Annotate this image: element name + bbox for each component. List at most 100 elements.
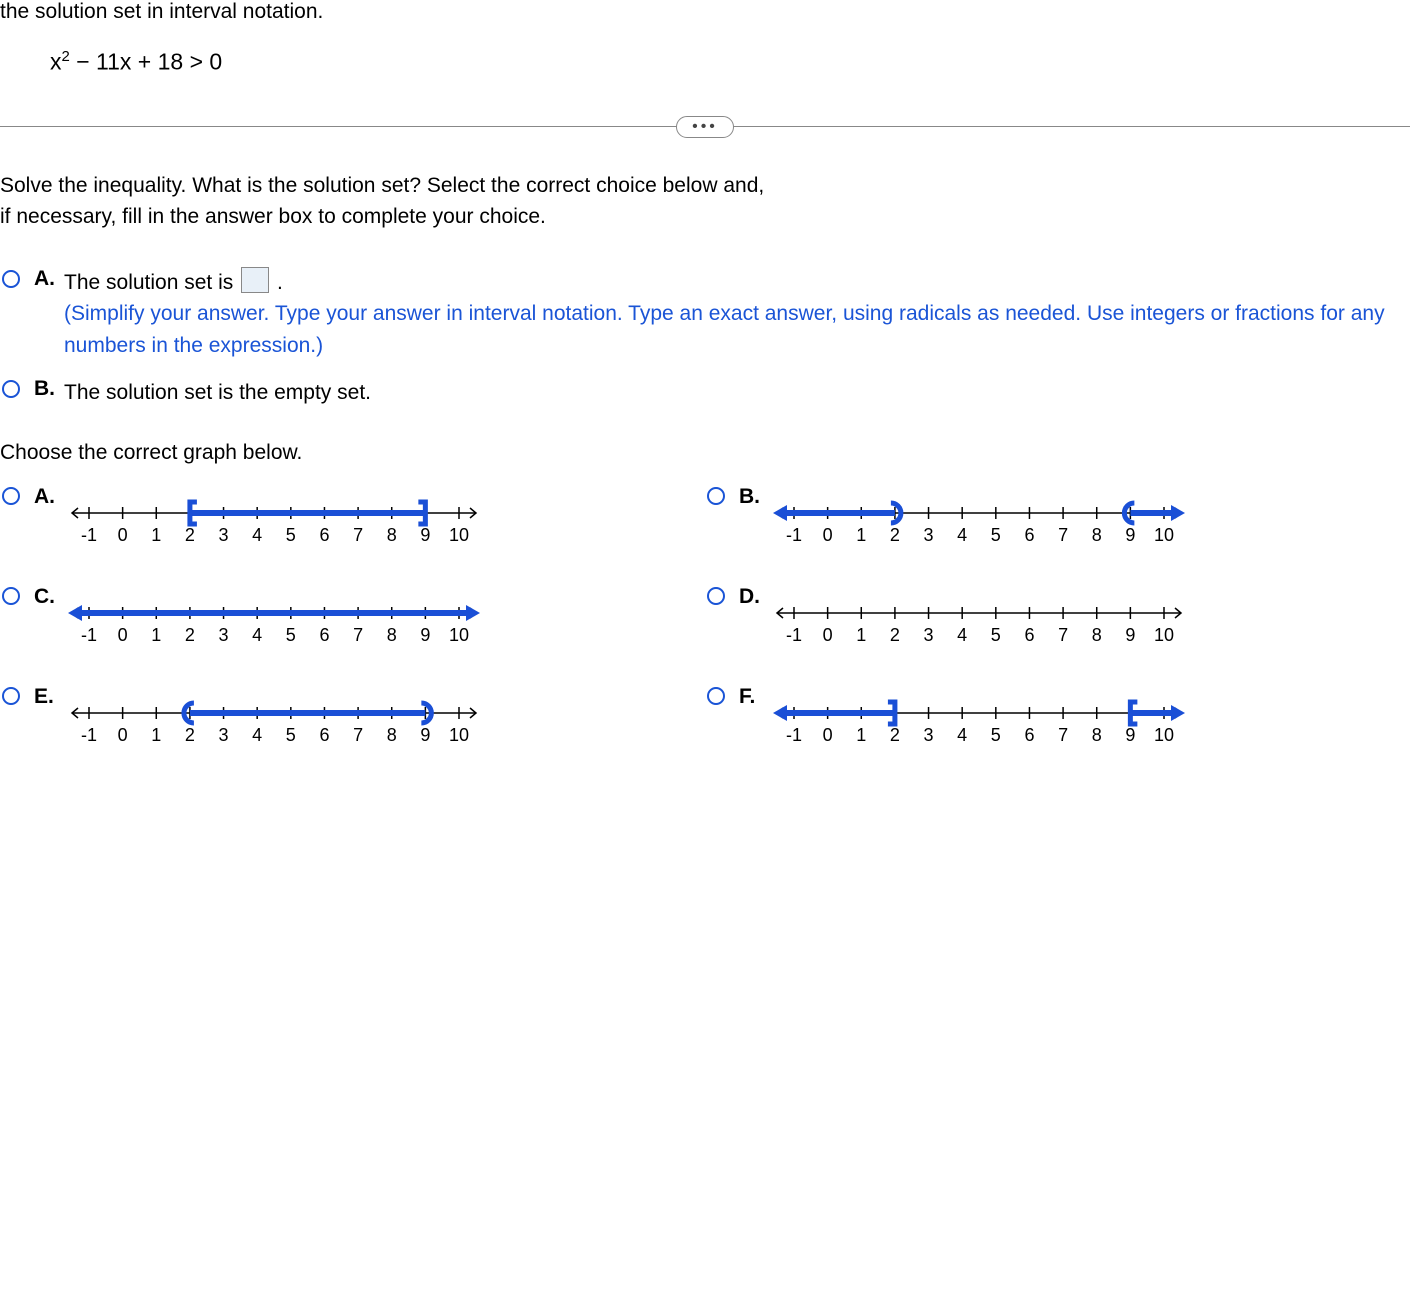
graph-choice-c[interactable]: C. -1012345678910 bbox=[0, 583, 705, 659]
svg-text:9: 9 bbox=[420, 625, 430, 645]
choice-b-letter: B. bbox=[34, 377, 64, 401]
svg-text:6: 6 bbox=[319, 725, 329, 745]
svg-text:9: 9 bbox=[1125, 625, 1135, 645]
radio-graph-a[interactable] bbox=[2, 487, 20, 505]
choice-b-text: The solution set is the empty set. bbox=[64, 381, 371, 404]
svg-text:9: 9 bbox=[1125, 725, 1135, 745]
radio-graph-c[interactable] bbox=[2, 587, 20, 605]
svg-text:1: 1 bbox=[151, 525, 161, 545]
number-line-c: -1012345678910 bbox=[64, 583, 484, 659]
graph-f-letter: F. bbox=[739, 685, 769, 709]
graph-choice-e[interactable]: E. -1012345678910 bbox=[0, 683, 705, 759]
svg-text:7: 7 bbox=[1058, 625, 1068, 645]
svg-text:8: 8 bbox=[1092, 525, 1102, 545]
more-pill-button[interactable]: ••• bbox=[676, 116, 734, 138]
choice-a-hint: (Simplify your answer. Type your answer … bbox=[64, 298, 1410, 361]
svg-text:8: 8 bbox=[1092, 725, 1102, 745]
svg-text:10: 10 bbox=[449, 525, 469, 545]
number-line-f: -1 0 1 2 3 4 5 6 7 8 9 10 bbox=[769, 683, 1189, 759]
svg-text:4: 4 bbox=[957, 725, 967, 745]
number-line-e: -1012345678910 bbox=[64, 683, 484, 759]
graph-choice-a[interactable]: A. -1012345678910 bbox=[0, 483, 705, 559]
radio-graph-d[interactable] bbox=[707, 587, 725, 605]
svg-text:0: 0 bbox=[823, 525, 833, 545]
graph-choice-d[interactable]: D. -1012345678910 bbox=[705, 583, 1410, 659]
svg-text:7: 7 bbox=[353, 525, 363, 545]
svg-text:1: 1 bbox=[151, 725, 161, 745]
svg-text:5: 5 bbox=[991, 625, 1001, 645]
svg-text:-1: -1 bbox=[786, 625, 802, 645]
svg-text:3: 3 bbox=[219, 525, 229, 545]
svg-text:3: 3 bbox=[219, 625, 229, 645]
svg-text:3: 3 bbox=[219, 725, 229, 745]
svg-text:3: 3 bbox=[924, 525, 934, 545]
svg-text:7: 7 bbox=[353, 625, 363, 645]
svg-text:10: 10 bbox=[1154, 725, 1174, 745]
top-instruction-text: the solution set in interval notation. bbox=[0, 0, 1410, 28]
graph-choice-grid: A. -1012345678910 B. -1012345678910 C. -… bbox=[0, 475, 1410, 759]
inequality-equation: x2 − 11x + 18 > 0 bbox=[0, 28, 1410, 106]
svg-text:8: 8 bbox=[387, 525, 397, 545]
svg-text:10: 10 bbox=[449, 725, 469, 745]
svg-text:4: 4 bbox=[252, 525, 262, 545]
svg-text:2: 2 bbox=[890, 625, 900, 645]
svg-text:1: 1 bbox=[856, 725, 866, 745]
graph-choice-b[interactable]: B. -1012345678910 bbox=[705, 483, 1410, 559]
svg-text:9: 9 bbox=[1125, 525, 1135, 545]
svg-text:9: 9 bbox=[420, 725, 430, 745]
svg-text:1: 1 bbox=[856, 625, 866, 645]
svg-text:-1: -1 bbox=[81, 525, 97, 545]
svg-text:0: 0 bbox=[118, 725, 128, 745]
interval-answer-input[interactable] bbox=[241, 267, 269, 293]
svg-text:8: 8 bbox=[387, 625, 397, 645]
divider-section: ••• bbox=[0, 106, 1410, 146]
svg-text:3: 3 bbox=[924, 725, 934, 745]
svg-text:10: 10 bbox=[1154, 625, 1174, 645]
svg-text:-1: -1 bbox=[786, 525, 802, 545]
svg-text:0: 0 bbox=[118, 625, 128, 645]
svg-text:2: 2 bbox=[185, 625, 195, 645]
svg-text:9: 9 bbox=[420, 525, 430, 545]
svg-text:4: 4 bbox=[957, 525, 967, 545]
svg-text:6: 6 bbox=[1024, 725, 1034, 745]
choice-a-pretext: The solution set is bbox=[64, 271, 239, 294]
svg-text:0: 0 bbox=[118, 525, 128, 545]
svg-text:10: 10 bbox=[449, 625, 469, 645]
choice-a-row[interactable]: A. The solution set is . (Simplify your … bbox=[0, 259, 1410, 370]
svg-text:0: 0 bbox=[823, 725, 833, 745]
svg-text:7: 7 bbox=[1058, 525, 1068, 545]
graph-e-letter: E. bbox=[34, 685, 64, 709]
svg-text:5: 5 bbox=[991, 725, 1001, 745]
svg-text:2: 2 bbox=[185, 725, 195, 745]
radio-graph-b[interactable] bbox=[707, 487, 725, 505]
graph-d-letter: D. bbox=[739, 585, 769, 609]
question-prompt: Solve the inequality. What is the soluti… bbox=[0, 146, 1410, 241]
svg-text:7: 7 bbox=[1058, 725, 1068, 745]
graph-b-letter: B. bbox=[739, 485, 769, 509]
svg-text:6: 6 bbox=[319, 525, 329, 545]
radio-choice-b[interactable] bbox=[2, 380, 20, 398]
svg-text:-1: -1 bbox=[786, 725, 802, 745]
number-line-b: -1012345678910 bbox=[769, 483, 1189, 559]
svg-text:4: 4 bbox=[957, 625, 967, 645]
radio-graph-e[interactable] bbox=[2, 687, 20, 705]
svg-text:10: 10 bbox=[1154, 525, 1174, 545]
graph-choice-f[interactable]: F. -1 0 1 2 3 4 5 6 7 8 9 10 bbox=[705, 683, 1410, 759]
svg-text:2: 2 bbox=[890, 725, 900, 745]
radio-choice-a[interactable] bbox=[2, 270, 20, 288]
radio-graph-f[interactable] bbox=[707, 687, 725, 705]
svg-text:8: 8 bbox=[1092, 625, 1102, 645]
svg-text:1: 1 bbox=[151, 625, 161, 645]
svg-text:7: 7 bbox=[353, 725, 363, 745]
svg-text:5: 5 bbox=[286, 725, 296, 745]
choice-a-letter: A. bbox=[34, 267, 64, 291]
graph-a-letter: A. bbox=[34, 485, 64, 509]
svg-text:4: 4 bbox=[252, 625, 262, 645]
svg-text:5: 5 bbox=[991, 525, 1001, 545]
choice-b-row[interactable]: B. The solution set is the empty set. bbox=[0, 369, 1410, 417]
graph-prompt-text: Choose the correct graph below. bbox=[0, 417, 1410, 475]
svg-text:0: 0 bbox=[823, 625, 833, 645]
graph-c-letter: C. bbox=[34, 585, 64, 609]
svg-text:1: 1 bbox=[856, 525, 866, 545]
choice-a-posttext: . bbox=[277, 271, 283, 294]
